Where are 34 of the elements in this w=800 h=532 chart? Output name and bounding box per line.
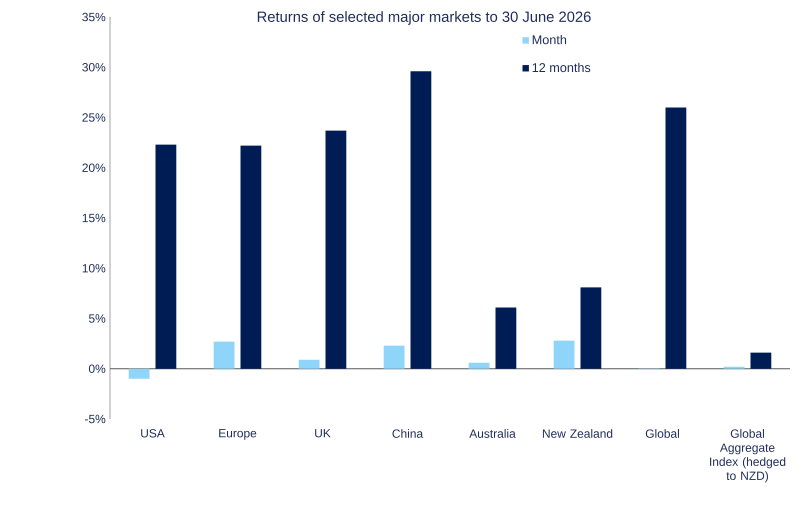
x-tick-label: China [392, 429, 424, 438]
bar [665, 107, 686, 369]
bar [326, 130, 346, 369]
bar [750, 352, 772, 369]
y-tick-label: 30% [82, 63, 106, 72]
bar [384, 346, 404, 369]
bar [580, 287, 602, 369]
legend-label: Month [532, 34, 566, 44]
y-tick-label: 0% [88, 364, 106, 373]
y-tick-label: -5% [85, 414, 106, 424]
bar [410, 71, 432, 369]
bar [495, 307, 516, 369]
x-tick-label: Global Aggregate Index (hedged to NZD) [710, 429, 786, 482]
x-tick-label: Australia [469, 429, 516, 438]
bar [468, 362, 490, 369]
x-tick-label: UK [315, 429, 331, 438]
x-tick-label: Global [646, 429, 679, 438]
y-tick-label: 15% [82, 214, 106, 222]
bar [240, 146, 262, 369]
bar [128, 368, 150, 379]
bar [554, 340, 574, 369]
y-tick-label: 10% [82, 264, 106, 272]
chart-title: Returns of selected major markets to 30 June 2026 [258, 11, 591, 25]
bar [298, 360, 320, 369]
x-tick-label: USA [141, 429, 165, 438]
x-tick-label: Europe [219, 429, 256, 440]
x-tick-label: New Zealand [542, 429, 612, 438]
bar [214, 342, 234, 369]
y-tick-label: 25% [82, 113, 106, 122]
bar [156, 144, 176, 369]
y-tick-label: 5% [88, 314, 106, 323]
legend-label: 12 months [532, 62, 590, 72]
y-tick-label: 20% [82, 164, 106, 172]
y-tick-label: 35% [82, 12, 106, 22]
